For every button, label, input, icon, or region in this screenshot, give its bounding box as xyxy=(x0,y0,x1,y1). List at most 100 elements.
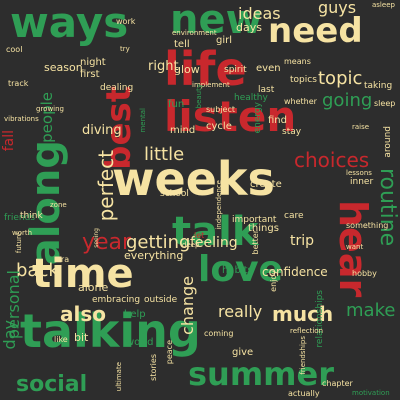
word-things: things xyxy=(248,223,279,234)
word-dealing: dealing xyxy=(100,83,134,93)
word-routine: routine xyxy=(375,168,400,247)
word-weeks: weeks xyxy=(112,152,275,206)
word-need: need xyxy=(268,11,363,51)
word-beauty: beauty xyxy=(195,84,203,109)
word-girl: girl xyxy=(216,35,233,46)
word-zone: zone xyxy=(50,201,67,209)
word-sleep: sleep xyxy=(374,99,396,108)
word-work: work xyxy=(116,17,136,26)
word-important: important xyxy=(232,215,277,225)
word-hobby: hobby xyxy=(352,269,377,278)
word-enjoy: enjoy xyxy=(269,270,278,292)
word-fall: fall xyxy=(1,130,17,152)
word-life: life xyxy=(164,42,247,96)
word-seeing: seeing xyxy=(93,228,100,248)
word-embracing: embracing xyxy=(92,295,141,305)
word-let: let xyxy=(194,231,205,240)
word-spirit: spirit xyxy=(224,65,247,75)
word-environment: environment xyxy=(172,29,217,37)
word-whether: whether xyxy=(284,97,317,106)
word-feeling: feeling xyxy=(190,235,238,251)
word-habits: habits xyxy=(222,265,253,276)
word-inner: inner xyxy=(350,177,374,187)
word-motivation: motivation xyxy=(352,389,390,397)
word-right: right xyxy=(148,59,179,74)
word-world: world xyxy=(126,337,154,348)
word-bit: bit xyxy=(74,331,89,344)
word-tell: tell xyxy=(174,39,190,50)
word-choices: choices xyxy=(294,148,370,172)
word-year: year xyxy=(82,230,132,255)
word-think: think xyxy=(20,211,43,221)
word-better: better xyxy=(251,230,260,255)
word-track: track xyxy=(8,79,29,88)
word-time: time xyxy=(32,251,134,297)
word-social: social xyxy=(16,372,88,397)
word-also: also xyxy=(60,302,106,326)
word-reflection: reflection xyxy=(290,327,324,335)
word-means: means xyxy=(284,57,311,66)
word-taking: taking xyxy=(364,81,393,91)
word-era: era xyxy=(56,255,70,264)
word-outside: outside xyxy=(144,295,178,305)
word-cool: cool xyxy=(6,45,23,54)
word-deep: deep xyxy=(182,241,200,249)
word-even: even xyxy=(256,63,281,74)
word-find: find xyxy=(268,115,287,126)
word-change: change xyxy=(178,276,197,335)
word-around: around xyxy=(383,126,393,158)
word-getting: getting xyxy=(126,232,191,253)
word-like: like xyxy=(54,335,68,344)
word-last: last xyxy=(258,85,275,95)
word-confidence: confidence xyxy=(262,265,328,279)
word-topics: topics xyxy=(290,75,317,85)
word-friends: friends xyxy=(4,213,36,223)
word-ultimate: ultimate xyxy=(115,362,123,392)
word-chapter: chapter xyxy=(322,379,353,388)
word-subject: subject xyxy=(206,105,235,114)
word-vibrations: vibrations xyxy=(4,115,39,123)
word-actually: actually xyxy=(288,389,320,398)
word-energy: energy xyxy=(253,102,263,134)
word-perfect: perfect xyxy=(94,150,118,222)
word-make: make xyxy=(346,300,396,321)
word-asleep: asleep xyxy=(372,1,395,9)
word-season: season xyxy=(44,61,83,74)
word-diving: diving xyxy=(82,123,122,138)
word-listen: listen xyxy=(164,92,297,141)
word-talking: talking xyxy=(20,304,201,358)
word-growing: growing xyxy=(36,105,64,113)
word-give: give xyxy=(232,347,254,358)
word-care: care xyxy=(284,211,304,221)
word-trip: trip xyxy=(290,233,315,249)
word-guys: guys xyxy=(318,0,357,17)
word-lessons: lessons xyxy=(346,169,372,177)
word-mind: mind xyxy=(170,125,196,136)
word-ideas: ideas xyxy=(238,4,281,23)
word-love: love xyxy=(198,249,283,290)
word-try: try xyxy=(120,45,130,53)
word-create: create xyxy=(250,179,282,190)
word-stay: stay xyxy=(282,127,302,137)
word-talk: talk xyxy=(172,209,259,255)
word-friendships: friendships xyxy=(299,336,307,375)
word-day: day xyxy=(0,320,19,350)
word-little: little xyxy=(144,144,185,165)
word-people: people xyxy=(38,92,56,143)
word-relationships: relationships xyxy=(315,290,325,348)
word-glow: glow xyxy=(174,63,200,76)
word-topic: topic xyxy=(318,68,363,89)
word-summer: summer xyxy=(188,355,334,393)
word-back: back xyxy=(16,260,59,281)
word-help: help xyxy=(124,309,146,320)
word-stories: stories xyxy=(149,354,158,381)
word-ways: ways xyxy=(10,0,129,47)
word-hear: hear xyxy=(331,200,375,298)
word-school: school xyxy=(160,189,189,199)
word-everything: everything xyxy=(124,249,184,262)
word-healthy: healthy xyxy=(234,93,268,103)
word-much: much xyxy=(272,302,334,326)
word-really: really xyxy=(218,302,263,321)
word-raise: raise xyxy=(352,123,370,131)
